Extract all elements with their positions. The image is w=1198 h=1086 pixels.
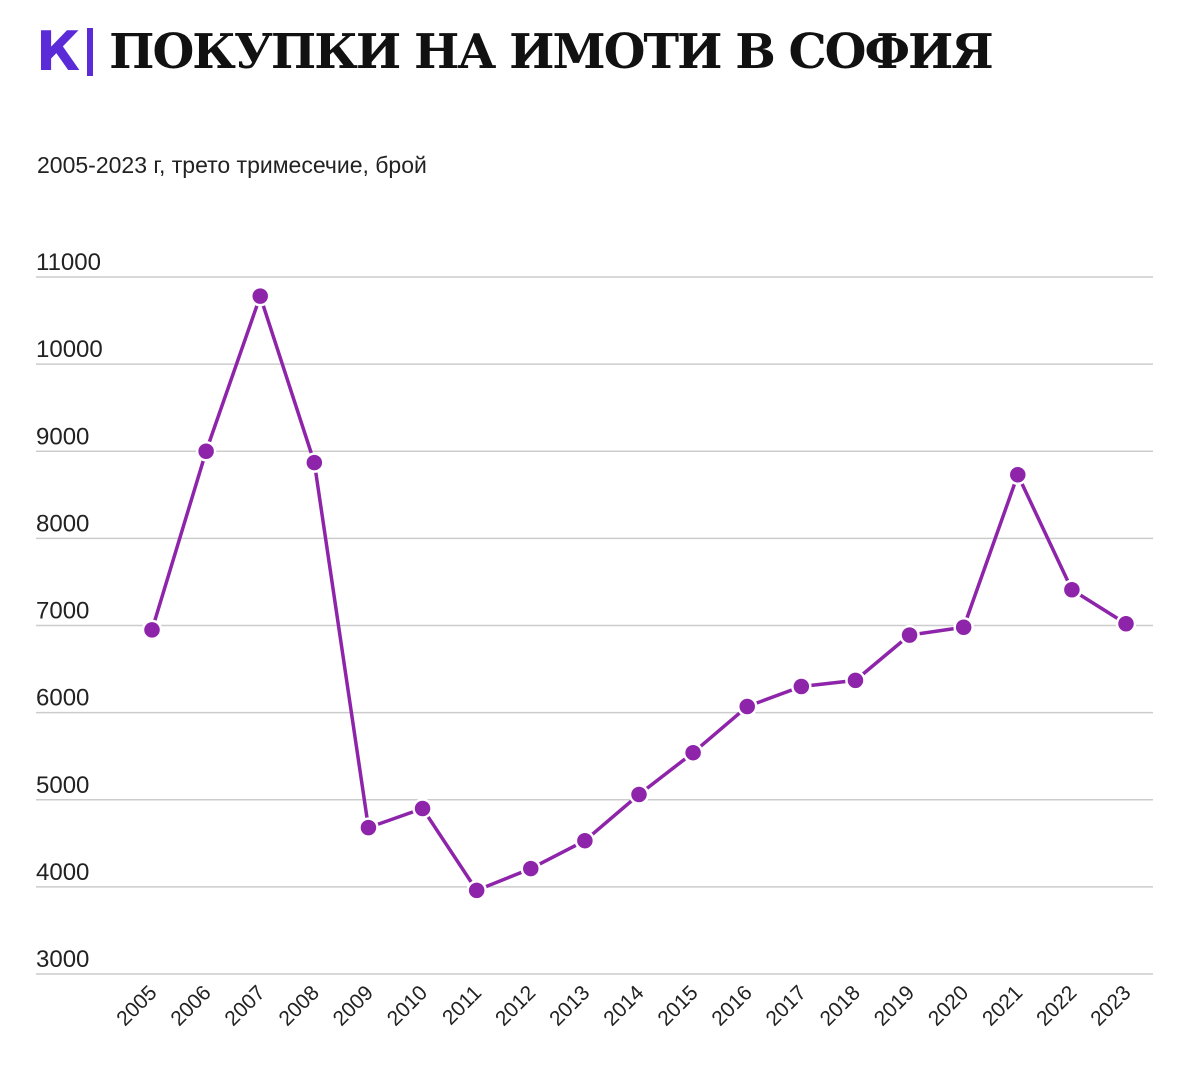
- x-tick-label: 2007: [220, 981, 269, 1030]
- x-tick-label: 2022: [1032, 981, 1081, 1030]
- x-tick-label: 2008: [275, 981, 324, 1030]
- data-point: [736, 696, 758, 717]
- data-point: [141, 619, 163, 641]
- x-tick-label: 2009: [329, 981, 378, 1030]
- x-tick-label: 2017: [762, 981, 811, 1030]
- x-tick-label: 2010: [383, 981, 432, 1030]
- logo-divider: [87, 28, 94, 76]
- chart-title: ПОКУПКИ НА ИМОТИ В СОФИЯ: [109, 24, 994, 80]
- x-tick-label: 2021: [978, 981, 1027, 1030]
- brand-logo: К: [36, 20, 80, 83]
- series-points: [141, 285, 1137, 901]
- data-point: [628, 784, 650, 805]
- data-point: [520, 858, 542, 879]
- data-point: [195, 441, 217, 462]
- data-point: [682, 742, 704, 763]
- x-tick-label: 2023: [1086, 981, 1135, 1030]
- y-tick-label: 10000: [36, 336, 103, 363]
- x-tick-label: 2015: [653, 981, 702, 1030]
- y-tick-label: 7000: [36, 598, 89, 625]
- x-tick-label: 2019: [870, 981, 919, 1030]
- chart-subtitle: 2005-2023 г, трето тримесечие, брой: [37, 152, 427, 178]
- x-tick-label: 2012: [491, 981, 540, 1030]
- y-tick-label: 9000: [36, 423, 89, 450]
- y-axis-ticks: 3000 4000 5000 6000 7000 8000 9000 10000 11000: [36, 249, 103, 973]
- data-point: [1061, 579, 1083, 601]
- grid-lines: [36, 276, 1153, 975]
- x-tick-label: 2006: [166, 981, 215, 1030]
- x-tick-label: 2005: [112, 981, 161, 1030]
- x-tick-label: 2011: [438, 981, 486, 1029]
- data-point: [1115, 613, 1137, 635]
- x-tick-label: 2013: [545, 981, 594, 1030]
- data-point: [249, 285, 271, 307]
- data-point: [791, 676, 812, 697]
- data-point: [574, 830, 596, 851]
- y-tick-label: 5000: [36, 772, 89, 799]
- y-tick-label: 11000: [36, 249, 101, 276]
- x-axis-ticks: 2005 2006 2007 2008 2009 2010 2011 2012 2013 2014…: [112, 981, 1135, 1031]
- data-point: [899, 624, 920, 646]
- header: К ПОКУПКИ НА ИМОТИ В СОФИЯ: [36, 20, 994, 83]
- data-point: [1007, 464, 1029, 486]
- data-point: [845, 670, 866, 691]
- data-point: [358, 817, 379, 838]
- x-tick-label: 2020: [924, 981, 973, 1030]
- x-tick-label: 2018: [816, 981, 865, 1030]
- data-point: [953, 616, 974, 638]
- data-point: [304, 452, 325, 473]
- y-tick-label: 6000: [36, 685, 89, 712]
- x-tick-label: 2016: [707, 981, 756, 1030]
- data-point: [466, 880, 487, 901]
- data-point: [412, 798, 433, 819]
- y-tick-label: 4000: [36, 859, 89, 886]
- y-tick-label: 8000: [36, 510, 89, 537]
- y-tick-label: 3000: [36, 946, 89, 973]
- x-tick-label: 2014: [599, 981, 649, 1031]
